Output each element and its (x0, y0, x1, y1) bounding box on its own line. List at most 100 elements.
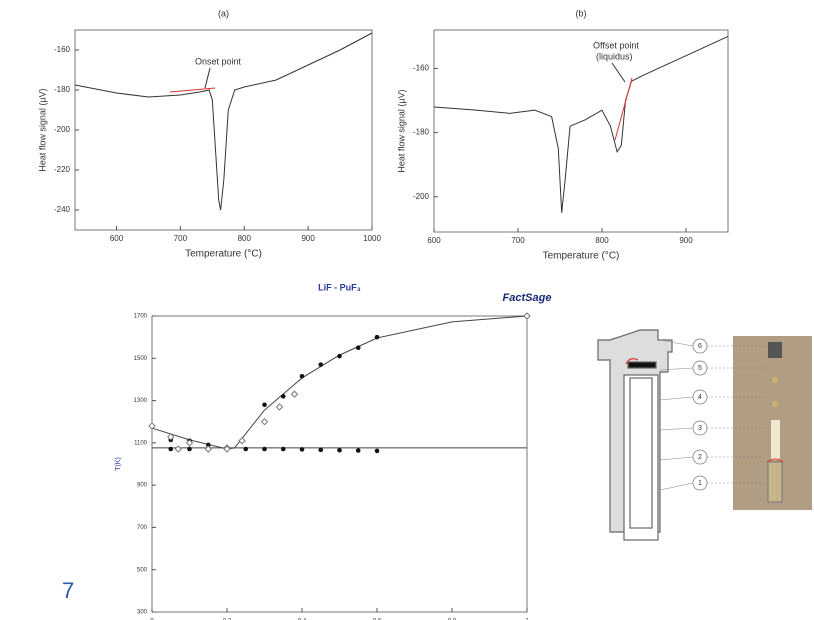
y-tick-label: -180 (413, 128, 430, 137)
data-point (280, 446, 286, 452)
y-tick-label: -220 (54, 165, 71, 174)
data-point (355, 345, 361, 351)
annotation: Onset point (195, 56, 242, 66)
annotation: (liquidus) (596, 51, 633, 61)
chart-title: (b) (576, 8, 587, 18)
x-axis-label: Temperature (°C) (185, 249, 262, 260)
data-point (174, 445, 182, 453)
chart: 600 700 800 900 -160 -180 -200 (b) Temperature (… (396, 8, 729, 262)
annotation-arrow (611, 62, 626, 83)
annotation: Offset point (593, 40, 639, 50)
data-line (151, 315, 528, 450)
y-tick-label: 1700 (134, 314, 148, 320)
data-point (318, 362, 324, 367)
tangent (169, 87, 216, 93)
data-point (187, 446, 192, 452)
data-point (318, 447, 324, 453)
x-tick-label: 1000 (363, 234, 381, 243)
y-tick-label: -200 (413, 192, 430, 201)
data-point (290, 390, 299, 398)
leader-line (659, 367, 694, 371)
photo-parts (766, 342, 784, 503)
data-point (275, 403, 284, 411)
x-tick-label: 1 (525, 619, 529, 620)
data-line (74, 32, 373, 211)
diagram-label: 5 (698, 365, 702, 372)
data-point (238, 437, 246, 445)
label-circle (692, 449, 708, 465)
y-tick-label: 900 (137, 483, 148, 489)
x-tick-label: 600 (110, 234, 124, 243)
plot-frame (151, 315, 528, 613)
leader-line (659, 482, 694, 491)
data-point (299, 373, 305, 379)
y-tick-label: -160 (413, 64, 430, 73)
y-tick-label: -240 (54, 205, 71, 214)
plot-frame (433, 29, 729, 233)
x-tick-label: 0.6 (373, 619, 382, 620)
data-point (223, 445, 231, 453)
x-tick-label: 0 (150, 619, 154, 620)
x-tick-label: 800 (238, 234, 252, 243)
data-point (185, 439, 194, 447)
data-point (280, 394, 286, 399)
y-tick-label: 700 (137, 525, 148, 531)
diagram-labels: 6 5 4 3 2 1 (659, 338, 766, 491)
page-number: 7 (62, 578, 74, 603)
label-circle (692, 389, 708, 405)
label-circle (692, 360, 708, 376)
y-tick-label: 300 (137, 610, 148, 616)
y-tick-label: 1300 (134, 398, 148, 404)
x-tick-label: 600 (427, 236, 441, 245)
data-point (374, 448, 380, 454)
leader-line (659, 339, 694, 347)
data-point (262, 446, 267, 452)
label-circle (692, 475, 708, 491)
chart: 600 700 800 900 1000 -160 -180 -200 -220 -240 (a) T… (37, 8, 381, 259)
label-circle (692, 420, 708, 436)
leader-line (659, 456, 694, 461)
chart: 00.20.40.60.8130050070090011001300150017… (115, 282, 552, 620)
y-tick-label: 500 (137, 567, 148, 573)
chart-title: LiF - PuF₃ (318, 282, 361, 292)
diagram-label: 3 (698, 425, 702, 432)
y-axis-label: T(K) (115, 457, 122, 471)
x-tick-label: 900 (301, 234, 315, 243)
x-tick-label: 0.4 (298, 619, 307, 620)
chart-title: (a) (218, 8, 229, 18)
annotation-arrow (204, 67, 211, 89)
y-tick-label: 1100 (134, 440, 148, 446)
y-axis-label: Heat flow signal (µV) (37, 88, 47, 171)
y-tick-label: -200 (54, 125, 71, 134)
x-tick-label: 800 (595, 236, 609, 245)
leader-line (659, 396, 694, 401)
data-point (243, 446, 249, 452)
diagram-label: 4 (698, 394, 702, 401)
x-tick-label: 0.8 (448, 619, 457, 620)
y-axis-label: Heat flow signal (µV) (396, 89, 406, 172)
data-point (355, 448, 361, 453)
diagram-label: 2 (698, 454, 702, 461)
logo: FactSage (503, 292, 552, 304)
x-tick-label: 700 (174, 234, 188, 243)
data-point (337, 447, 342, 453)
tangent (614, 77, 633, 141)
data-point (262, 402, 267, 408)
x-tick-label: 0.2 (223, 619, 232, 620)
data-point (523, 312, 531, 320)
data-point (168, 446, 174, 452)
x-axis-label: Temperature (°C) (543, 251, 620, 262)
leader-line (659, 427, 694, 431)
cell-drawing (597, 329, 673, 541)
data-point (260, 418, 269, 426)
data-point (205, 442, 211, 448)
data-point (299, 447, 305, 452)
data-point (204, 445, 212, 453)
data-line (433, 35, 729, 213)
data-point (374, 334, 380, 340)
y-tick-label: 1500 (134, 356, 148, 362)
y-tick-label: -180 (54, 85, 71, 94)
data-point (167, 433, 175, 441)
